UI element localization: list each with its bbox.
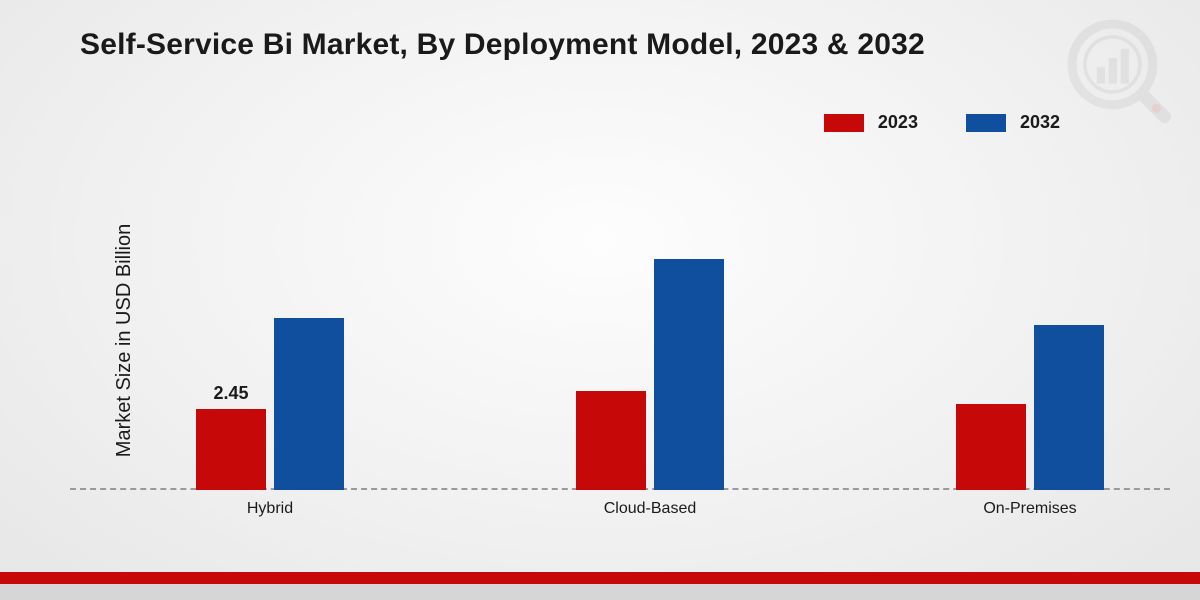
legend-label: 2023 (878, 112, 918, 133)
bar (654, 259, 724, 490)
bar-magnifier-icon (1062, 14, 1172, 124)
legend-item-2023: 2023 (824, 112, 918, 133)
footer-base-bar (0, 584, 1200, 600)
watermark-logo (1062, 14, 1172, 124)
bar (1034, 325, 1104, 490)
plot-area: 2.45Hybrid Cloud-Based On-Premises (70, 160, 1170, 490)
legend-item-2032: 2032 (966, 112, 1060, 133)
bar: 2.45 (196, 409, 266, 490)
category-label: On-Premises (920, 500, 1140, 518)
legend-swatch-2023 (824, 114, 864, 132)
footer-accent-bar (0, 572, 1200, 584)
legend: 2023 2032 (824, 112, 1060, 133)
category-label: Cloud-Based (540, 500, 760, 518)
bar (576, 391, 646, 490)
bar-group: 2.45Hybrid (160, 318, 380, 490)
bar-group: Cloud-Based (540, 259, 760, 490)
chart-canvas: Self-Service Bi Market, By Deployment Mo… (0, 0, 1200, 600)
bar-group: On-Premises (920, 325, 1140, 490)
bar (274, 318, 344, 490)
legend-swatch-2032 (966, 114, 1006, 132)
legend-label: 2032 (1020, 112, 1060, 133)
page-title: Self-Service Bi Market, By Deployment Mo… (80, 28, 925, 62)
bar-value-label: 2.45 (196, 383, 266, 404)
bar (956, 404, 1026, 490)
category-label: Hybrid (160, 500, 380, 518)
